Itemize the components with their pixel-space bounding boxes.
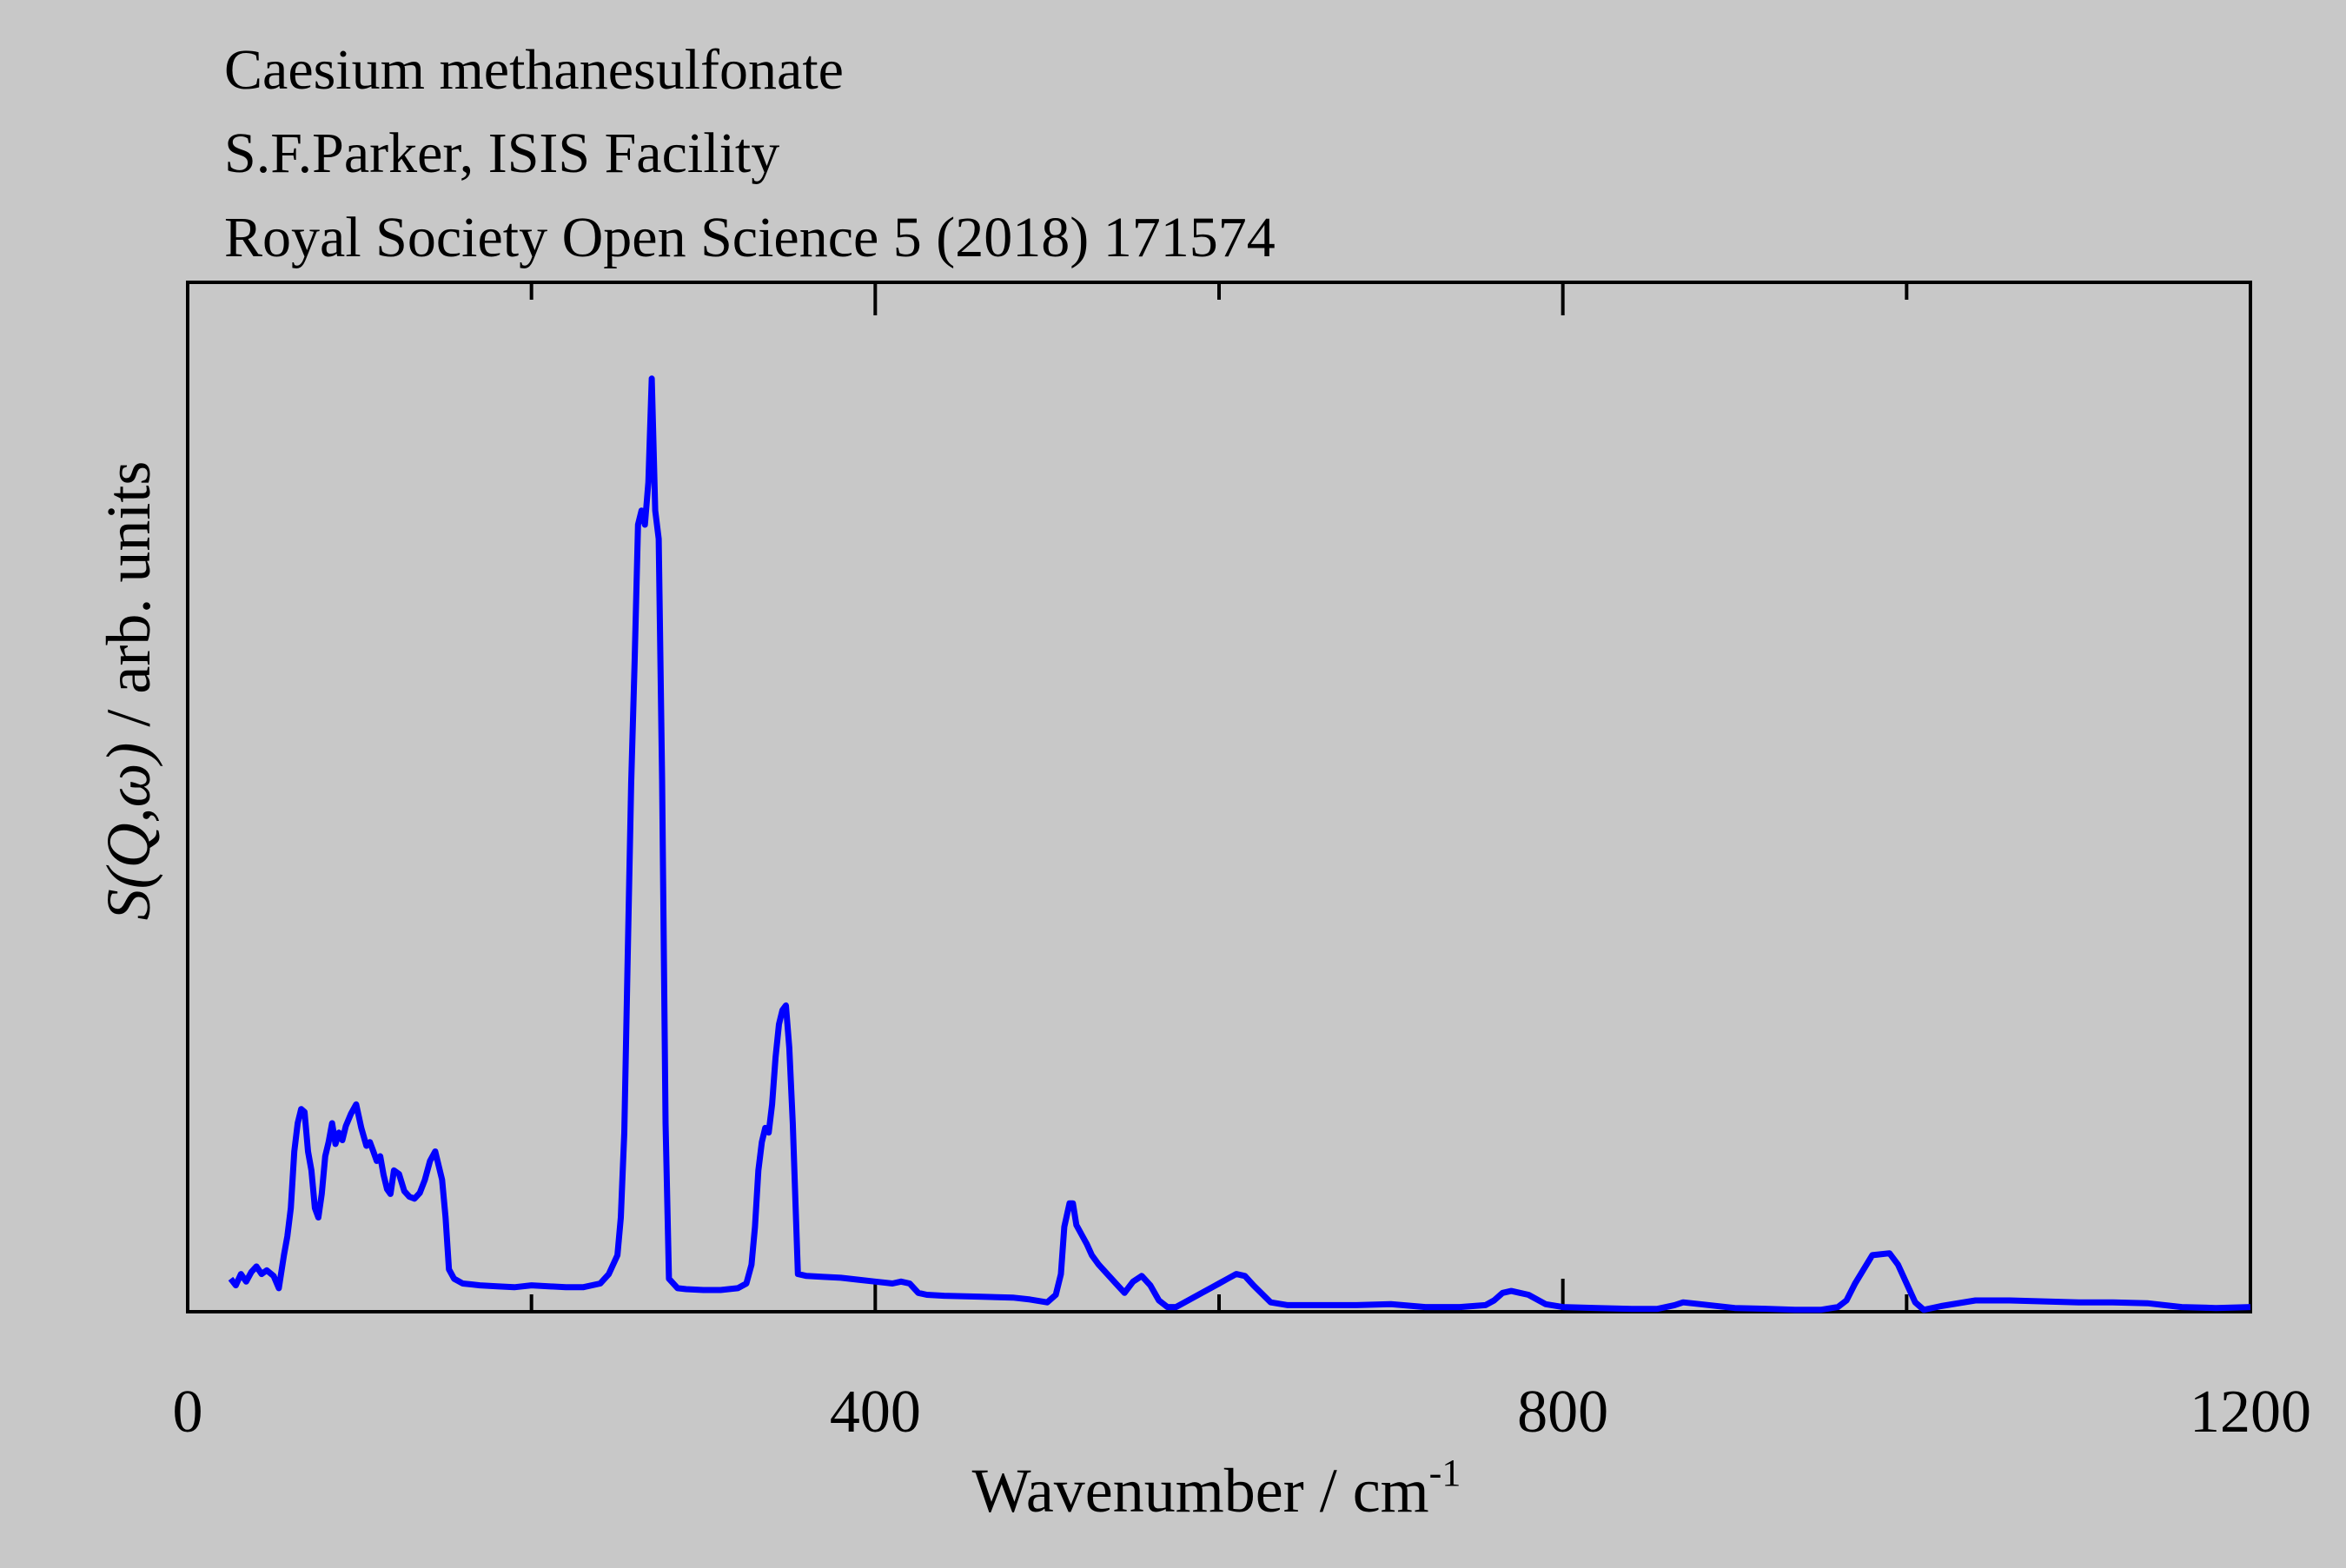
x-axis-title-superscript: -1 [1429, 1452, 1461, 1494]
x-tick-label: 1200 [2190, 1379, 2311, 1446]
title-line-1: Caesium methanesulfonate [224, 38, 844, 102]
y-axis-title: S(Q,ω) / arb. units [94, 461, 163, 921]
x-tick-label: 800 [1517, 1379, 1608, 1446]
x-axis-ticks [186, 282, 2252, 1312]
title-line-3: Royal Society Open Science 5 (2018) 1715… [224, 206, 1276, 269]
x-axis-tick-labels: 0 400 800 1200 [173, 1379, 2312, 1446]
x-axis-title-text: Wavenumber / cm [972, 1456, 1429, 1525]
x-axis-title: Wavenumber / cm-1 [972, 1452, 1461, 1525]
x-tick-label: 0 [173, 1379, 203, 1446]
y-axis-title-italic: S(Q,ω) [94, 743, 163, 921]
title-line-2: S.F.Parker, ISIS Facility [224, 122, 779, 185]
y-axis-title-plain: / arb. units [94, 461, 163, 743]
plot-frame [186, 281, 2252, 1313]
spectrum-series-line [228, 375, 2251, 1313]
x-tick-label: 400 [830, 1379, 921, 1446]
